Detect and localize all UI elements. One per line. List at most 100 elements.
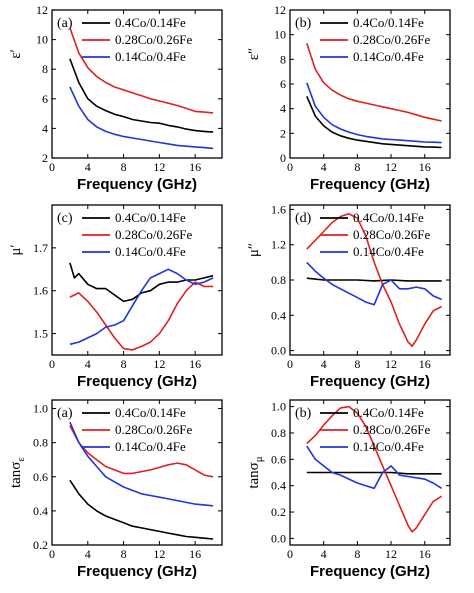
x-tick-label: 0 xyxy=(49,547,55,561)
x-axis-label: Frequency (GHz) xyxy=(77,176,197,193)
y-tick-label: 0.4 xyxy=(33,504,48,518)
y-tick-label: 8 xyxy=(280,52,286,66)
y-tick-label: 8 xyxy=(42,62,48,76)
y-tick-label: 6 xyxy=(280,77,286,91)
y-tick-label: 0.8 xyxy=(271,273,286,287)
y-tick-label: 1.5 xyxy=(33,327,48,341)
x-tick-label: 12 xyxy=(153,357,165,371)
y-tick-label: 1.0 xyxy=(33,402,48,416)
series-line-1 xyxy=(69,479,214,540)
x-axis-label: Frequency (GHz) xyxy=(77,373,197,390)
x-tick-label: 0 xyxy=(49,160,55,174)
x-tick-label: 4 xyxy=(321,160,327,174)
x-tick-label: 4 xyxy=(85,357,91,371)
panel-label: (a) xyxy=(57,406,73,421)
plot-frame xyxy=(51,399,223,546)
plot-frame xyxy=(51,204,223,356)
x-tick-label: 8 xyxy=(121,160,127,174)
x-tick-label: 8 xyxy=(354,160,360,174)
x-axis-label: Frequency (GHz) xyxy=(77,563,197,580)
y-tick-label: 0.8 xyxy=(33,436,48,450)
chart-panel-eps_imag: 0 4 8 12 16 0 2 4 6 8 10 12 Frequency (GHz) ε″ (b) 0.4C… xyxy=(246,3,451,193)
y-axis-label: μ′ xyxy=(8,244,24,255)
x-tick-label: 0 xyxy=(287,357,293,371)
series-line-3 xyxy=(306,445,443,490)
x-tick-label: 16 xyxy=(419,547,431,561)
panel-label: (c) xyxy=(57,211,73,226)
y-axis-label: tanσμ xyxy=(246,456,265,488)
x-tick-label: 16 xyxy=(419,160,431,174)
series-line-3 xyxy=(69,86,214,150)
legend-entry: 0.28Co/0.26Fe xyxy=(115,32,193,47)
x-tick-label: 4 xyxy=(321,547,327,561)
series-line-1 xyxy=(306,277,442,282)
legend-entry: 0.14Co/0.4Fe xyxy=(353,439,424,454)
x-tick-label: 4 xyxy=(85,547,91,561)
legend-entry: 0.28Co/0.26Fe xyxy=(115,227,193,242)
y-tick-label: 0.8 xyxy=(271,426,286,440)
x-tick-label: 0 xyxy=(287,547,293,561)
legend-entry: 0.4Co/0.14Fe xyxy=(115,15,186,30)
y-tick-label: 0.4 xyxy=(271,308,286,322)
x-axis-label: Frequency (GHz) xyxy=(310,373,430,390)
y-tick-label: 1.2 xyxy=(271,238,286,252)
y-tick-label: 1.0 xyxy=(271,400,286,414)
panel-label: (a) xyxy=(57,16,73,31)
series-line-1 xyxy=(306,471,442,475)
y-axis-label: ε′ xyxy=(8,49,24,59)
panel-label: (d) xyxy=(295,211,312,226)
x-tick-label: 16 xyxy=(189,547,201,561)
legend-entry: 0.14Co/0.4Fe xyxy=(115,439,186,454)
x-axis-label: Frequency (GHz) xyxy=(310,563,430,580)
y-tick-label: 1.6 xyxy=(33,284,48,298)
legend-entry: 0.28Co/0.26Fe xyxy=(353,422,431,437)
x-axis-label: Frequency (GHz) xyxy=(310,176,430,193)
x-tick-label: 16 xyxy=(189,160,201,174)
legend-entry: 0.28Co/0.26Fe xyxy=(353,32,431,47)
y-axis-label: tanσε xyxy=(8,457,27,488)
y-tick-label: 12 xyxy=(274,3,286,17)
series-line-3 xyxy=(306,82,442,144)
y-axis-label: ε″ xyxy=(246,48,262,61)
y-tick-label: 4 xyxy=(42,121,48,135)
y-tick-label: 0.2 xyxy=(33,538,48,552)
y-tick-label: 0.2 xyxy=(271,505,286,519)
series-line-2 xyxy=(69,27,214,114)
series-line-2 xyxy=(306,405,443,533)
legend-entry: 0.4Co/0.14Fe xyxy=(353,405,424,420)
series-line-1 xyxy=(306,95,442,149)
series-line-3 xyxy=(69,421,214,507)
chart-panel-tan_eps: 0 4 8 12 16 0.2 0.4 0.6 0.8 1.0 Frequency (GHz) tan… xyxy=(8,399,223,580)
y-tick-label: 0.6 xyxy=(271,452,286,466)
y-tick-label: 10 xyxy=(36,33,48,47)
x-tick-label: 12 xyxy=(153,160,165,174)
y-tick-label: 2 xyxy=(42,151,48,165)
plot-frame xyxy=(289,399,451,546)
x-tick-label: 4 xyxy=(85,160,91,174)
x-tick-label: 12 xyxy=(385,160,397,174)
y-axis-label: μ″ xyxy=(246,243,262,257)
legend-entry: 0.4Co/0.14Fe xyxy=(115,210,186,225)
x-tick-label: 12 xyxy=(153,547,165,561)
x-tick-label: 12 xyxy=(385,547,397,561)
series-line-3 xyxy=(306,261,442,306)
legend-entry: 0.14Co/0.4Fe xyxy=(353,49,424,64)
x-tick-label: 8 xyxy=(354,357,360,371)
y-tick-label: 0.0 xyxy=(271,531,286,545)
legend-entry: 0.14Co/0.4Fe xyxy=(115,244,186,259)
x-tick-label: 0 xyxy=(287,160,293,174)
y-tick-label: 10 xyxy=(274,28,286,42)
plot-frame xyxy=(51,9,223,159)
y-tick-label: 0.0 xyxy=(271,344,286,358)
y-tick-label: 2 xyxy=(280,126,286,140)
y-tick-label: 1.7 xyxy=(33,241,48,255)
y-tick-label: 12 xyxy=(36,3,48,17)
legend-entry: 0.4Co/0.14Fe xyxy=(115,405,186,420)
x-tick-label: 0 xyxy=(49,357,55,371)
panel-label: (b) xyxy=(295,406,312,421)
y-tick-label: 0 xyxy=(280,151,286,165)
chart-panel-eps_real: 0 4 8 12 16 2 4 6 8 10 12 Frequency (GHz) ε′ (a) 0.4Co… xyxy=(8,3,223,193)
chart-panel-mu_real: 0 4 8 12 16 1.5 1.6 1.7 Frequency (GHz) μ′ (c) 0.4C… xyxy=(8,204,223,390)
legend-entry: 0.14Co/0.4Fe xyxy=(353,244,424,259)
